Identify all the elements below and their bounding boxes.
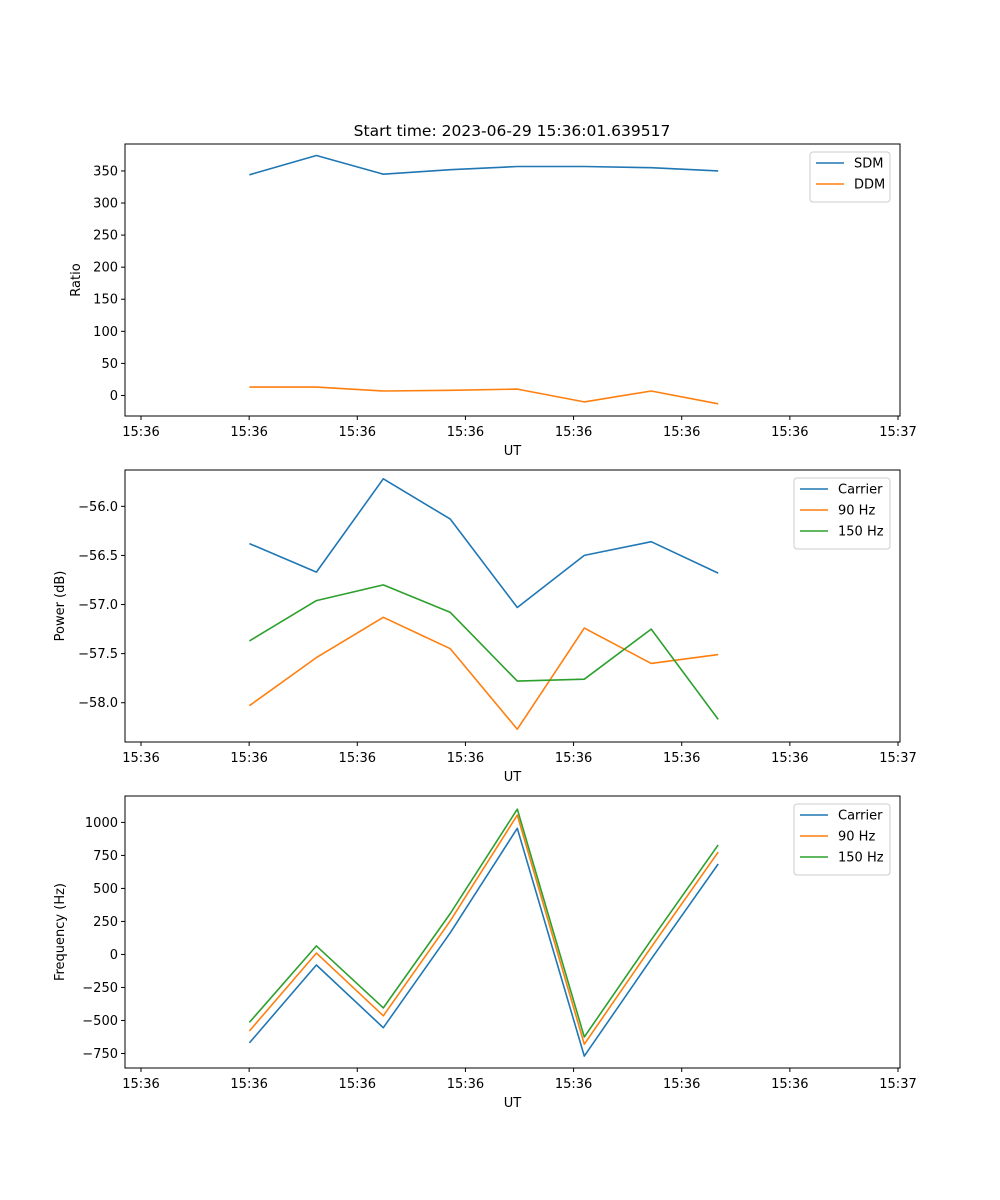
x-tick-label: 15:36 — [122, 425, 159, 440]
legend-label: Carrier — [838, 483, 883, 498]
y-tick-label: −56.5 — [78, 549, 118, 564]
legend: Carrier 90 Hz 150 Hz — [793, 803, 891, 876]
x-axis-label: UT — [504, 444, 522, 459]
x-tick-label: 15:36 — [447, 751, 484, 766]
y-axis-label: Frequency (Hz) — [53, 883, 68, 981]
plot-frame — [124, 469, 901, 743]
legend-label: DDM — [854, 178, 885, 193]
y-tick-label: 0 — [110, 948, 118, 963]
legend: Carrier 90 Hz 150 Hz — [793, 477, 891, 550]
series-line-150-hz — [248, 808, 719, 1038]
chart-panel-1: 15:36 15:36 15:36 15:36 15:36 15:36 15:36 15:37… — [69, 143, 917, 459]
y-axis-label: Power (dB) — [53, 571, 68, 642]
legend-label: 150 Hz — [838, 525, 884, 540]
y-tick-label: 0 — [110, 389, 118, 404]
y-tick-label: 50 — [101, 357, 118, 372]
x-tick-label: 15:36 — [230, 1077, 267, 1092]
y-tick-label: −500 — [82, 1014, 118, 1029]
x-tick-label: 15:36 — [771, 1077, 808, 1092]
y-tick-label: 1000 — [85, 816, 118, 831]
legend-label: 150 Hz — [838, 851, 884, 866]
legend-label: Carrier — [838, 809, 883, 824]
y-tick-label: 100 — [93, 325, 118, 340]
x-tick-label: 15:36 — [230, 751, 267, 766]
x-tick-label: 15:36 — [555, 425, 592, 440]
y-tick-label: −57.0 — [78, 598, 118, 613]
series-line-150-hz — [248, 584, 719, 720]
x-tick-label: 15:36 — [663, 751, 700, 766]
y-tick-label: 300 — [93, 197, 118, 212]
chart-panel-3: 15:36 15:36 15:36 15:36 15:36 15:36 15:36 15:37… — [53, 795, 917, 1111]
x-tick-label: 15:36 — [663, 1077, 700, 1092]
y-tick-label: 250 — [93, 915, 118, 930]
x-tick-label: 15:37 — [879, 425, 916, 440]
x-tick-label: 15:36 — [771, 425, 808, 440]
legend-box — [809, 151, 891, 203]
x-tick-label: 15:36 — [447, 1077, 484, 1092]
x-axis-label: UT — [504, 1096, 522, 1111]
x-axis-label: UT — [504, 770, 522, 785]
y-axis-label: Ratio — [69, 263, 84, 296]
y-tick-label: −58.0 — [78, 696, 118, 711]
series-line-carrier — [248, 827, 719, 1057]
x-tick-label: 15:36 — [555, 1077, 592, 1092]
y-tick-label: 750 — [93, 849, 118, 864]
x-tick-label: 15:36 — [771, 751, 808, 766]
y-tick-label: −57.5 — [78, 647, 118, 662]
x-tick-label: 15:36 — [339, 751, 376, 766]
series-line-ddm — [249, 386, 719, 405]
x-tick-label: 15:36 — [230, 425, 267, 440]
legend-label: 90 Hz — [838, 830, 875, 845]
x-tick-label: 15:36 — [447, 425, 484, 440]
x-tick-label: 15:37 — [879, 1077, 916, 1092]
y-tick-label: 350 — [93, 164, 118, 179]
chart-panel-2: 15:36 15:36 15:36 15:36 15:36 15:36 15:36 15:37… — [53, 469, 917, 785]
x-tick-label: 15:36 — [339, 425, 376, 440]
legend-label: SDM — [854, 157, 883, 172]
y-tick-label: −56.0 — [78, 500, 118, 515]
series-line-90-hz — [248, 814, 719, 1045]
figure-title: Start time: 2023-06-29 15:36:01.639517 — [354, 122, 671, 140]
chart-panels: 15:36 15:36 15:36 15:36 15:36 15:36 15:36 15:37… — [53, 143, 917, 1111]
x-tick-label: 15:36 — [339, 1077, 376, 1092]
y-tick-label: −250 — [82, 981, 118, 996]
series-line-90-hz — [248, 616, 719, 731]
plot-frame — [124, 795, 901, 1069]
x-tick-label: 15:37 — [879, 751, 916, 766]
series-line-sdm — [249, 154, 719, 176]
plot-frame — [124, 143, 901, 417]
legend-label: 90 Hz — [838, 504, 875, 519]
y-tick-label: 200 — [93, 261, 118, 276]
x-tick-label: 15:36 — [663, 425, 700, 440]
series-line-carrier — [249, 477, 719, 609]
y-tick-label: −750 — [82, 1047, 118, 1062]
x-tick-label: 15:36 — [122, 1077, 159, 1092]
x-tick-label: 15:36 — [555, 751, 592, 766]
y-tick-label: 150 — [93, 293, 118, 308]
y-tick-label: 500 — [93, 882, 118, 897]
y-tick-label: 250 — [93, 229, 118, 244]
x-tick-label: 15:36 — [122, 751, 159, 766]
legend: SDM DDM — [809, 151, 891, 203]
